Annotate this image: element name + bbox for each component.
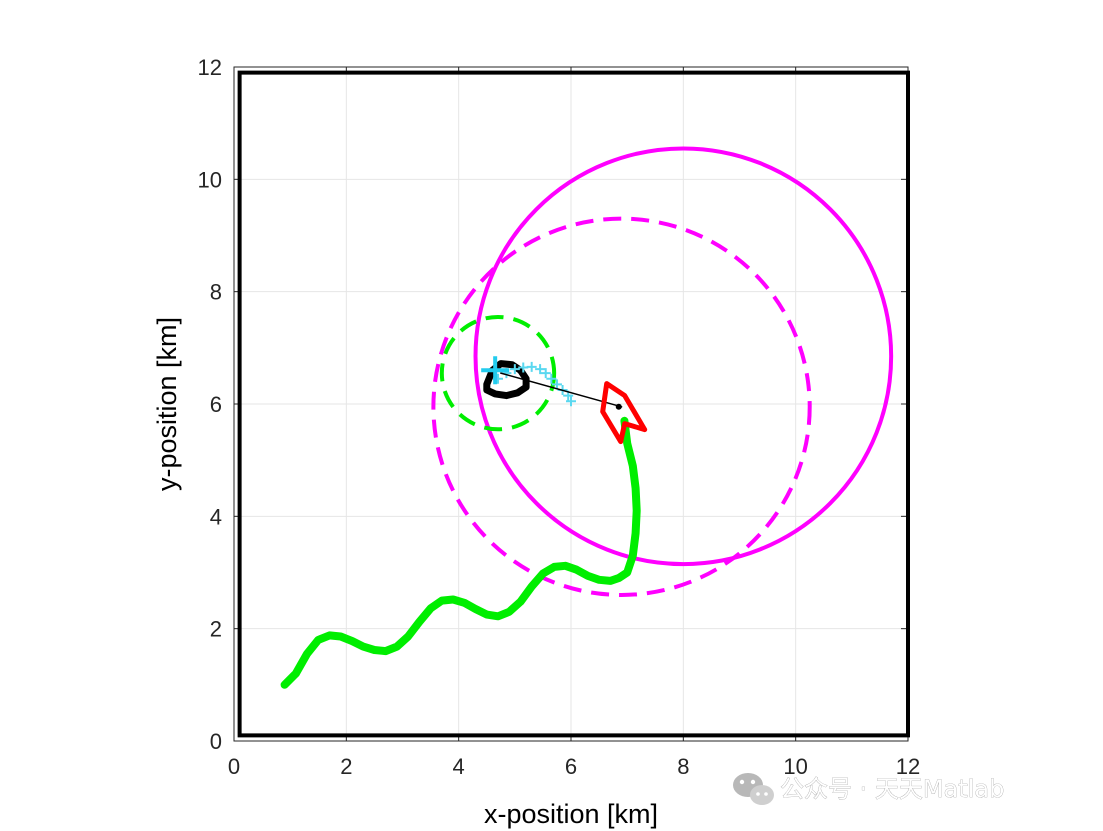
y-tick-label-3: 6	[210, 392, 222, 417]
boundary-rectangle	[237, 70, 911, 738]
estimate-samples-point-8	[551, 379, 562, 390]
y-tick-label-1: 2	[210, 617, 222, 642]
estimate-samples-point-7	[546, 373, 557, 384]
bearing-line	[500, 372, 623, 408]
estimate-samples-point-2	[509, 364, 520, 375]
target-trajectory	[280, 416, 641, 689]
y-tick-label-6: 12	[198, 55, 222, 80]
estimate-samples-point-3	[518, 362, 529, 373]
circles	[431, 146, 894, 597]
target-marker-pointer	[600, 381, 648, 445]
markers	[481, 356, 648, 445]
series	[280, 360, 641, 689]
x-tick-label-5: 10	[783, 754, 807, 779]
x-tick-label-6: 12	[896, 754, 920, 779]
watermark: 公众号 · 天天Matlab	[733, 773, 1005, 805]
estimate-samples-point-6	[540, 368, 551, 379]
target-marker-dot	[615, 403, 622, 410]
watermark-text: 公众号 · 天天Matlab	[780, 775, 1004, 803]
y-tick-label-4: 8	[210, 280, 222, 305]
large-solid-circle	[473, 146, 894, 567]
y-tick-label-0: 0	[210, 729, 222, 754]
y-tick-labels: 0 2 4 6 8 10 12	[198, 55, 222, 754]
estimate-samples	[492, 361, 576, 407]
y-axis-label: y-position [km]	[152, 317, 182, 491]
boundary-box	[237, 70, 911, 738]
x-tick-label-2: 4	[453, 754, 465, 779]
estimate-samples-point-5	[535, 364, 546, 375]
observer-marker-cross	[481, 356, 510, 385]
x-tick-label-3: 6	[565, 754, 577, 779]
small-dashed-circle	[439, 314, 557, 432]
x-tick-labels: 0 2 4 6 8 10 12	[228, 754, 920, 779]
y-tick-label-5: 10	[198, 167, 222, 192]
x-tick-label-0: 0	[228, 754, 240, 779]
estimate-samples-point-11	[566, 396, 576, 407]
tick-marks	[233, 66, 909, 742]
large-dashed-circle	[431, 216, 812, 597]
x-tick-label-4: 8	[677, 754, 689, 779]
wechat-icon	[733, 773, 774, 805]
x-axis-label: x-position [km]	[484, 799, 658, 829]
x-tick-label-1: 2	[340, 754, 352, 779]
y-tick-label-2: 4	[210, 504, 222, 529]
observer-trajectory	[483, 360, 530, 400]
estimate-samples-point-4	[526, 361, 537, 372]
